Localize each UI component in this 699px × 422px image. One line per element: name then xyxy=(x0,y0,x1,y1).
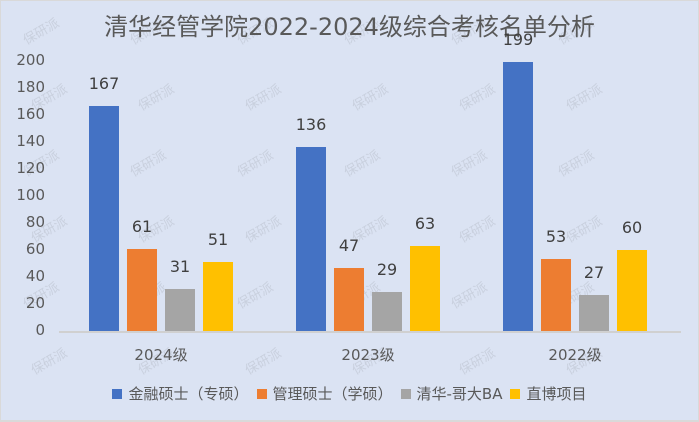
bar xyxy=(127,248,157,331)
watermark-text: 保研派 xyxy=(28,345,71,379)
data-label: 31 xyxy=(169,257,191,277)
data-label: 63 xyxy=(414,213,436,233)
watermark-text: 保研派 xyxy=(234,279,277,313)
watermark-text: 保研派 xyxy=(242,81,285,115)
watermark-text: 保研派 xyxy=(242,345,285,379)
legend-label: 金融硕士（专硕） xyxy=(128,385,249,403)
data-label: 136 xyxy=(295,115,327,135)
legend-swatch-icon xyxy=(510,388,521,399)
watermark-text: 保研派 xyxy=(234,147,277,181)
legend-swatch-icon xyxy=(400,388,411,399)
x-tick-label: 2022级 xyxy=(548,346,602,364)
data-label: 167 xyxy=(88,73,120,93)
legend-item: 金融硕士（专硕） xyxy=(112,383,249,404)
watermark-text: 保研派 xyxy=(456,81,499,115)
chart-title: 清华经管学院2022-2024级综合考核名单分析 xyxy=(104,13,595,41)
y-tick-label: 140 xyxy=(16,132,45,150)
legend-label: 清华-哥大BA xyxy=(416,385,503,403)
watermark-text: 保研派 xyxy=(448,279,491,313)
y-tick-label: 120 xyxy=(16,159,45,177)
bar xyxy=(503,62,533,331)
y-tick-label: 0 xyxy=(35,321,45,339)
legend-label: 直博项目 xyxy=(526,385,587,403)
watermark-text: 保研派 xyxy=(563,81,606,115)
watermark-text: 保研派 xyxy=(456,345,499,379)
data-label: 51 xyxy=(207,230,229,250)
x-axis-line xyxy=(59,331,681,333)
data-label: 29 xyxy=(376,259,398,279)
y-tick-label: 20 xyxy=(25,294,45,312)
legend-item: 管理硕士（学硕） xyxy=(256,383,393,404)
y-tick-label: 180 xyxy=(16,78,45,96)
legend-item: 直博项目 xyxy=(510,383,587,404)
data-label: 60 xyxy=(621,218,643,237)
bar xyxy=(410,245,440,331)
y-tick-label: 160 xyxy=(16,105,45,123)
bar xyxy=(372,291,402,331)
x-tick-label: 2024级 xyxy=(134,346,188,364)
bar xyxy=(296,147,326,331)
watermark-text: 保研派 xyxy=(127,147,170,181)
watermark-text: 保研派 xyxy=(135,81,178,115)
bar xyxy=(89,105,119,331)
legend-swatch-icon xyxy=(112,388,123,399)
watermark-text: 保研派 xyxy=(341,147,384,181)
watermark-text: 保研派 xyxy=(448,147,491,181)
data-label: 61 xyxy=(131,216,153,236)
data-label: 47 xyxy=(338,235,360,255)
data-label: 53 xyxy=(545,227,567,247)
legend-swatch-icon xyxy=(256,388,267,399)
data-label: 199 xyxy=(502,30,534,50)
x-tick-label: 2023级 xyxy=(341,346,395,364)
watermark-text: 保研派 xyxy=(456,213,499,247)
bar xyxy=(165,289,195,331)
bar xyxy=(541,259,571,331)
bar xyxy=(617,250,647,331)
y-tick-label: 60 xyxy=(25,240,45,258)
bar xyxy=(334,267,364,331)
bar xyxy=(579,294,609,331)
bar xyxy=(203,262,233,331)
y-tick-label: 80 xyxy=(25,213,45,231)
legend-label: 管理硕士（学硕） xyxy=(272,385,393,403)
y-tick-label: 200 xyxy=(16,51,45,69)
legend-item: 清华-哥大BA xyxy=(400,383,503,404)
data-label: 27 xyxy=(583,262,605,282)
y-tick-label: 100 xyxy=(16,186,45,204)
legend: 金融硕士（专硕） 管理硕士（学硕） 清华-哥大BA 直博项目 xyxy=(1,383,698,404)
watermark-text: 保研派 xyxy=(555,147,598,181)
watermark-text: 保研派 xyxy=(349,81,392,115)
y-tick-label: 40 xyxy=(25,267,45,285)
